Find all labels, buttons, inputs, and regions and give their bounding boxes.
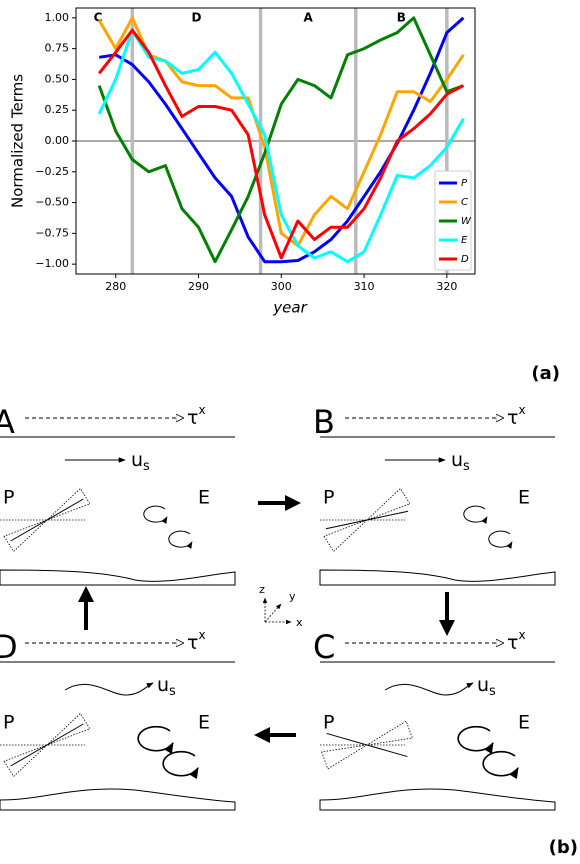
thermocline — [325, 510, 409, 530]
wind-superscript: x — [198, 403, 205, 417]
wind-label: τx — [507, 628, 526, 654]
current-arrow — [384, 682, 474, 696]
current-label: us — [157, 674, 176, 699]
current-label: us — [131, 449, 150, 474]
current-symbol: u — [131, 449, 143, 471]
y-tick-label: −1.00 — [35, 257, 69, 270]
data-line — [98, 16, 465, 264]
panel-letter: A — [0, 403, 15, 441]
wind-label: τx — [187, 628, 206, 654]
pressure-label: P — [323, 712, 334, 734]
y-tick-label: −0.25 — [35, 165, 69, 178]
wind-superscript: x — [518, 403, 525, 417]
legend-label: E — [461, 235, 468, 246]
eddy — [488, 530, 513, 549]
pressure-label: P — [323, 487, 334, 509]
y-tick-label: 0.75 — [45, 42, 70, 55]
axis-x: x — [296, 616, 303, 629]
y-tick-label: 1.00 — [45, 11, 70, 24]
y-tick-label: 0.00 — [45, 134, 70, 147]
phase-label: D — [191, 11, 201, 25]
current-symbol: u — [451, 449, 463, 471]
axis-y: y — [289, 590, 296, 603]
current-arrow — [64, 682, 154, 696]
x-tick-label: 320 — [436, 280, 457, 293]
phase-label: C — [94, 11, 103, 25]
panel-label: (a) — [531, 363, 560, 384]
eddy — [162, 750, 199, 779]
current-label: us — [451, 449, 470, 474]
thermocline — [10, 498, 84, 542]
pressure-label: P — [3, 487, 14, 509]
phase-label: A — [304, 11, 314, 25]
current-symbol: u — [477, 674, 489, 696]
axis-z: z — [259, 583, 265, 596]
y-tick-label: 0.50 — [45, 72, 70, 85]
eddy-label: E — [518, 712, 530, 734]
panel-letter: D — [0, 628, 18, 666]
wind-symbol: τ — [507, 632, 518, 654]
data-line — [97, 28, 465, 264]
x-axis-label: year — [272, 299, 307, 317]
eddy — [143, 505, 168, 524]
wind-symbol: τ — [187, 632, 198, 654]
x-tick-label: 300 — [271, 280, 292, 293]
coordinate-axes — [262, 597, 292, 625]
eddy-label: E — [198, 487, 210, 509]
eddy — [457, 725, 494, 754]
legend-label: P — [461, 178, 468, 189]
thermocline — [10, 723, 84, 767]
topography — [319, 569, 556, 586]
wind-label: τx — [187, 403, 206, 429]
current-label: us — [477, 674, 496, 699]
current-subscript: s — [169, 684, 176, 699]
eddy — [137, 725, 174, 754]
current-subscript: s — [463, 459, 470, 474]
eddy — [482, 750, 519, 779]
eddy — [168, 530, 193, 549]
thermocline — [326, 732, 408, 758]
data-line — [98, 28, 465, 260]
plot-frame — [75, 7, 476, 275]
legend-label: W — [461, 216, 472, 227]
topography — [0, 569, 236, 586]
panel-letter: C — [313, 628, 335, 666]
x-tick-label: 290 — [188, 280, 209, 293]
data-line — [97, 16, 464, 264]
pressure-label: P — [3, 712, 14, 734]
legend-label: D — [461, 254, 469, 265]
current-symbol: u — [157, 674, 169, 696]
eddy-label: E — [198, 712, 210, 734]
wind-superscript: x — [198, 628, 205, 642]
legend-label: C — [461, 197, 468, 208]
current-subscript: s — [489, 684, 496, 699]
panel-label: (b) — [549, 837, 578, 858]
phase-label: B — [397, 11, 406, 25]
current-subscript: s — [143, 459, 150, 474]
y-tick-label: −0.50 — [35, 196, 69, 209]
panel-letter: B — [313, 403, 335, 441]
topography — [319, 788, 556, 811]
wind-superscript: x — [518, 628, 525, 642]
x-tick-label: 280 — [105, 280, 126, 293]
x-tick-label: 310 — [354, 280, 375, 293]
y-tick-label: 0.25 — [45, 103, 70, 116]
y-tick-label: −0.75 — [35, 226, 69, 239]
eddy-label: E — [518, 487, 530, 509]
wind-symbol: τ — [507, 407, 518, 429]
y-axis-label: Normalized Terms — [9, 74, 27, 208]
wind-label: τx — [507, 403, 526, 429]
eddy — [463, 505, 488, 524]
topography — [0, 788, 236, 811]
wind-symbol: τ — [187, 407, 198, 429]
